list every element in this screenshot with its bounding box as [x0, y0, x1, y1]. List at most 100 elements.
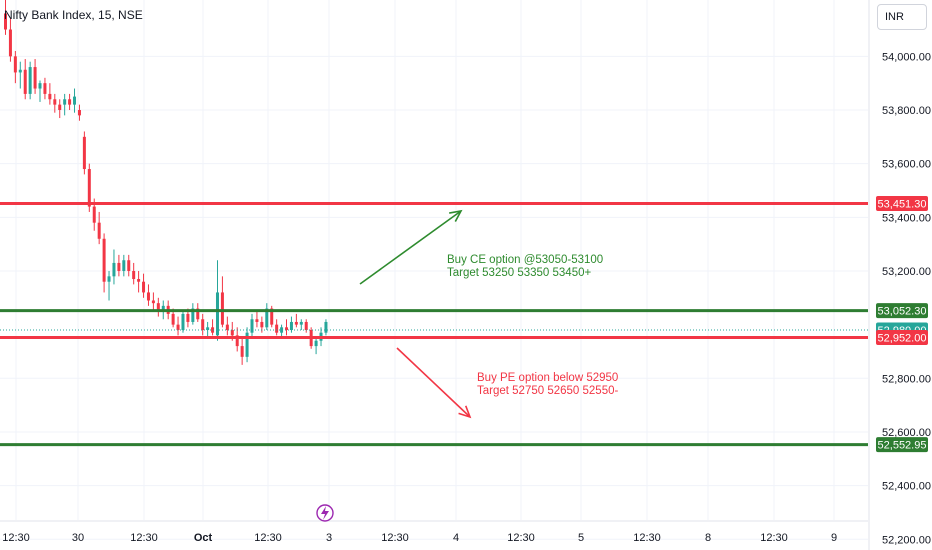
x-tick-label: 12:30: [633, 532, 661, 544]
lightning-icon-bolt: [321, 506, 329, 520]
candle-body: [87, 169, 91, 207]
level-badge: [876, 196, 928, 212]
candle-body: [250, 319, 254, 333]
candle-body: [77, 110, 81, 116]
buy-ce-arrow: [359, 210, 462, 285]
candle-body: [28, 67, 32, 94]
candle-body: [142, 281, 146, 293]
candle-body: [196, 308, 200, 320]
x-tick-label: 4: [453, 532, 459, 544]
candle-body: [304, 321, 308, 330]
candle-body: [324, 321, 328, 333]
candle-body: [285, 327, 289, 330]
candle-body: [102, 238, 106, 282]
candle-body: [127, 260, 131, 271]
candle-body: [211, 327, 215, 333]
candle-body: [43, 83, 47, 94]
candle-body: [280, 327, 284, 333]
annotation-text: Buy CE option @53050-53100: [447, 254, 603, 266]
level-badge-label: 52,552.95: [878, 440, 927, 452]
level-badge: [876, 303, 928, 319]
symbol-title: Nifty Bank Index, 15, NSE: [4, 8, 143, 22]
candle-body: [132, 270, 136, 280]
candle-body: [68, 99, 72, 105]
x-tick-label: 12:30: [254, 532, 282, 544]
candle-body: [8, 29, 12, 57]
x-tick-label: 5: [578, 532, 584, 544]
y-tick-label: 53,400.00: [882, 212, 931, 224]
candle-body: [151, 300, 155, 304]
x-tick-label: 12:30: [507, 532, 535, 544]
y-tick-label: 52,600.00: [882, 427, 931, 439]
candle-body: [156, 303, 160, 312]
candle-body: [255, 319, 259, 322]
y-tick-label: 52,400.00: [882, 481, 931, 493]
x-tick-label: 9: [831, 532, 837, 544]
currency-button[interactable]: INR: [877, 4, 927, 30]
candle-body: [220, 292, 224, 325]
level-badge-label: 53,451.30: [878, 199, 927, 211]
candle-body: [186, 313, 190, 322]
candle-body: [265, 308, 269, 328]
candle-body: [48, 93, 52, 100]
x-tick-label: 12:30: [130, 532, 158, 544]
level-badge: [876, 330, 928, 346]
x-tick-label: 12:30: [2, 532, 30, 544]
candle-body: [230, 330, 234, 336]
candle-body: [161, 305, 165, 312]
candle-body: [92, 206, 96, 223]
candle-body: [225, 324, 229, 330]
y-tick-label: 53,200.00: [882, 266, 931, 278]
candle-body: [275, 324, 279, 333]
candle-body: [245, 332, 249, 357]
candle-body: [294, 321, 298, 325]
candle-body: [73, 96, 77, 105]
candle-body: [13, 56, 17, 73]
candle-body: [107, 276, 111, 282]
x-tick-label: 3: [326, 532, 332, 544]
y-tick-label: 53,800.00: [882, 105, 931, 117]
annotation-text: Buy PE option below 52950: [477, 372, 618, 384]
candle-body: [58, 104, 62, 110]
buy-pe-arrow-head: [458, 405, 472, 419]
candle-body: [235, 335, 239, 347]
candle-body: [270, 308, 274, 325]
x-tick-label: 8: [705, 532, 711, 544]
y-tick-label: 52,200.00: [882, 534, 931, 546]
candle-body: [181, 313, 185, 330]
candle-body: [33, 67, 37, 89]
x-tick-label: 12:30: [381, 532, 409, 544]
annotation-text: Target 52750 52650 52550-: [477, 385, 618, 397]
candle-body: [112, 262, 116, 277]
level-badge: [876, 437, 928, 453]
candle-body: [18, 69, 22, 73]
candle-body: [176, 324, 180, 330]
candle-body: [53, 99, 57, 105]
candle-body: [137, 279, 141, 282]
level-badge-label: 53,052.30: [878, 306, 927, 318]
candle-body: [38, 83, 42, 89]
candle-body: [240, 346, 244, 357]
candle-body: [314, 340, 318, 347]
candle-body: [201, 319, 205, 330]
candle-body: [260, 321, 264, 328]
candle-body: [23, 69, 27, 94]
y-tick-label: 53,600.00: [882, 159, 931, 171]
candle-body: [289, 321, 293, 330]
y-tick-label: 52,800.00: [882, 373, 931, 385]
candle-body: [122, 260, 126, 271]
buy-ce-arrow-head: [449, 209, 463, 222]
candle-body: [215, 292, 219, 336]
x-tick-label: Oct: [194, 532, 213, 544]
candle-body: [191, 308, 195, 322]
buy-pe-arrow: [396, 347, 471, 418]
x-tick-label: 30: [72, 532, 84, 544]
candle-body: [299, 321, 303, 325]
x-tick-label: 12:30: [760, 532, 788, 544]
candle-body: [171, 313, 175, 325]
y-tick-label: 54,000.00: [882, 51, 931, 63]
candle-body: [97, 222, 101, 239]
candle-body: [4, 13, 7, 30]
